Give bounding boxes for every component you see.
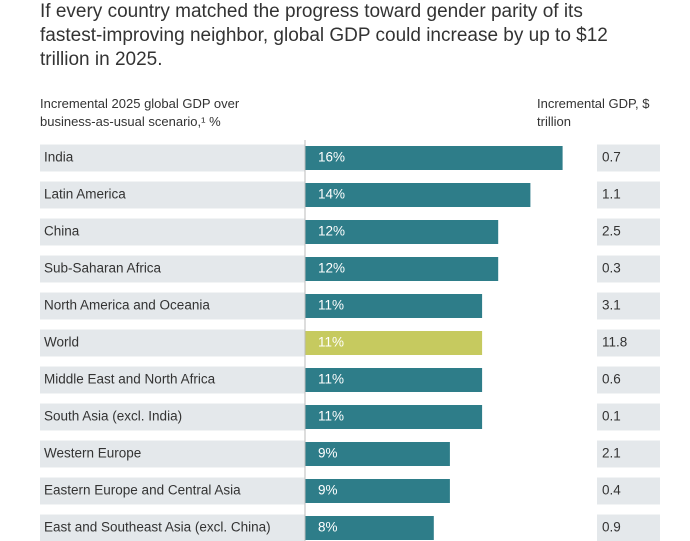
row-band xyxy=(40,440,305,468)
row-band xyxy=(40,218,305,246)
row-band xyxy=(40,514,305,541)
table-value: 3.1 xyxy=(602,298,621,313)
row-band xyxy=(597,329,660,357)
table-value: 0.1 xyxy=(602,409,621,424)
row-band xyxy=(597,440,660,468)
category-label: East and Southeast Asia (excl. China) xyxy=(44,520,271,535)
bar xyxy=(305,516,434,540)
value-header: Incremental 2025 global GDP over busines… xyxy=(40,96,240,129)
row-band xyxy=(597,477,660,505)
bar xyxy=(305,294,483,318)
row-band xyxy=(40,403,305,431)
category-label: North America and Oceania xyxy=(44,298,210,313)
category-label: South Asia (excl. India) xyxy=(44,409,182,424)
category-label: India xyxy=(44,150,74,165)
bar xyxy=(305,146,563,170)
value-label: 9% xyxy=(318,483,338,498)
bar xyxy=(305,220,499,244)
row-band xyxy=(40,329,305,357)
bar xyxy=(305,368,483,392)
category-label: Middle East and North Africa xyxy=(44,372,216,387)
bar xyxy=(305,331,483,355)
value-label: 11% xyxy=(318,409,344,424)
table-value: 2.5 xyxy=(602,224,621,239)
value-label: 11% xyxy=(318,335,344,350)
bar xyxy=(305,442,450,466)
value-label: 12% xyxy=(318,261,345,276)
bar xyxy=(305,479,450,503)
row-band xyxy=(597,218,660,246)
category-label: World xyxy=(44,335,79,350)
table-value: 0.9 xyxy=(602,520,621,535)
value-label: 9% xyxy=(318,446,338,461)
value-label: 11% xyxy=(318,298,344,313)
row-band xyxy=(40,366,305,394)
table-value: 1.1 xyxy=(602,187,621,202)
value-label: 8% xyxy=(318,520,338,535)
row-band xyxy=(597,403,660,431)
table-value: 0.3 xyxy=(602,261,621,276)
category-label: Sub-Saharan Africa xyxy=(44,261,162,276)
row-band xyxy=(597,292,660,320)
value-label: 16% xyxy=(318,150,345,165)
table-value: 11.8 xyxy=(602,335,627,350)
table-value: 0.6 xyxy=(602,372,621,387)
row-band xyxy=(40,255,305,283)
value-label: 14% xyxy=(318,187,345,202)
table-header: Incremental GDP, $ trillion xyxy=(537,96,650,129)
bar xyxy=(305,405,483,429)
category-label: Western Europe xyxy=(44,446,141,461)
row-band xyxy=(40,181,305,209)
row-band xyxy=(597,366,660,394)
bar xyxy=(305,183,531,207)
category-label: Latin America xyxy=(44,187,126,202)
row-band xyxy=(597,514,660,541)
row-band xyxy=(40,292,305,320)
table-value: 2.1 xyxy=(602,446,621,461)
table-value: 0.7 xyxy=(602,150,621,165)
bar xyxy=(305,257,499,281)
row-band xyxy=(597,181,660,209)
category-label: China xyxy=(44,224,80,239)
value-label: 12% xyxy=(318,224,345,239)
table-value: 0.4 xyxy=(602,483,621,498)
row-band xyxy=(40,477,305,505)
row-band xyxy=(597,144,660,172)
category-label: Eastern Europe and Central Asia xyxy=(44,483,241,498)
chart-title: If every country matched the progress to… xyxy=(40,1,608,70)
value-label: 11% xyxy=(318,372,344,387)
row-band xyxy=(597,255,660,283)
row-band xyxy=(40,144,305,172)
